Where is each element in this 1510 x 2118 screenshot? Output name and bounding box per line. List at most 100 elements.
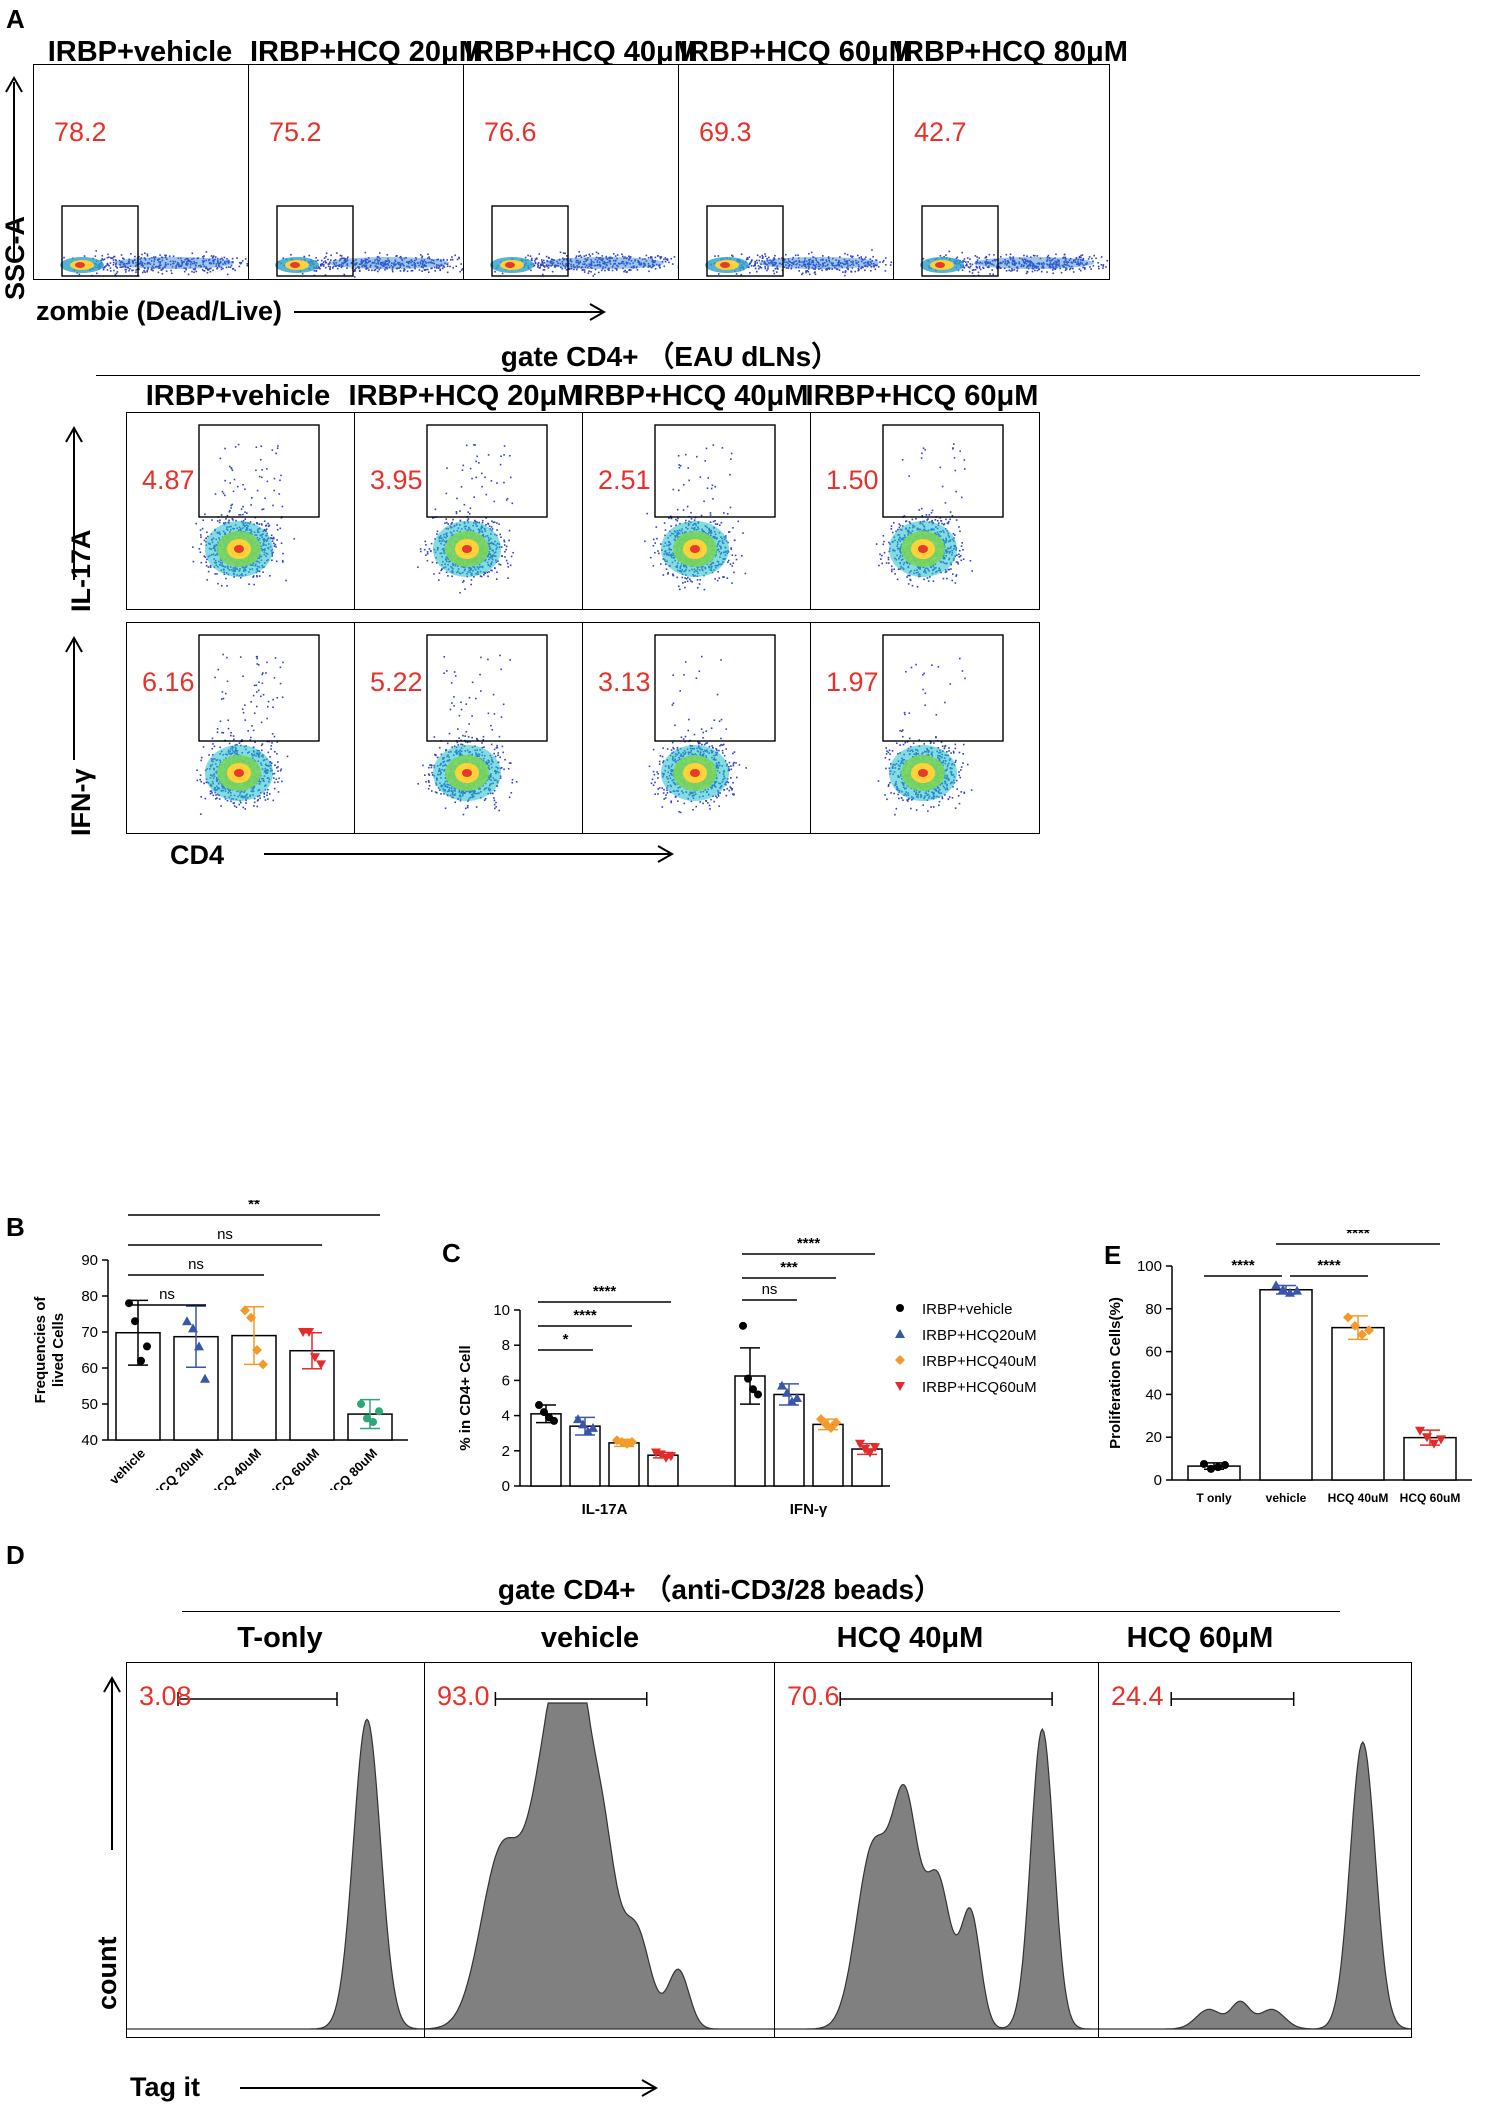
scatter-dots — [877, 657, 973, 816]
data-point — [258, 1359, 268, 1370]
legend-label: IRBP+vehicle — [922, 1301, 1012, 1318]
viability-percent-1: 78.2 — [54, 117, 107, 147]
viability-plot-5: 42.7 — [893, 64, 1110, 280]
y-tick-label: 8 — [502, 1337, 510, 1354]
data-point — [860, 1445, 870, 1455]
data-point — [1200, 1459, 1208, 1468]
scatter-dots — [644, 444, 747, 591]
data-point — [896, 1304, 904, 1312]
y-tick-label: 40 — [81, 1432, 98, 1449]
scatter-dots — [196, 653, 289, 815]
significance-label: ns — [159, 1286, 175, 1303]
data-point — [1429, 1439, 1439, 1449]
y-axis-label: % in CD4+ Cell — [457, 1345, 474, 1450]
y-tick-label: 6 — [502, 1372, 510, 1389]
bar-group — [851, 1439, 883, 1487]
y-tick-label: 0 — [1154, 1472, 1162, 1489]
scatter-dots — [875, 443, 973, 588]
scatter-dots — [275, 251, 464, 278]
chart-b: 40 50 60 70 80 90 Frequencies oflived Cells veh… — [32, 1200, 408, 1490]
panel-letter-c: C — [442, 1238, 461, 1268]
legend-entry: IRBP+vehicle — [896, 1301, 1012, 1318]
count-axis-arrow — [103, 1675, 121, 1850]
histogram-3: 70.6 — [774, 1662, 1100, 2038]
significance-label: * — [563, 1331, 569, 1348]
data-point — [550, 1416, 558, 1425]
viability-title-2: IRBP+HCQ 20μM — [250, 36, 483, 68]
viability-percent-3: 76.6 — [484, 117, 537, 147]
y-tick-label: 0 — [502, 1478, 510, 1495]
scatter-dots — [192, 443, 296, 587]
significance-label: **** — [593, 1283, 617, 1300]
ifng-plot-1: 6.16 — [126, 622, 356, 834]
cd4-title-4: IRBP+HCQ 60μM — [805, 380, 1039, 412]
legend-entry: IRBP+HCQ60uM — [895, 1379, 1037, 1396]
data-point — [656, 1450, 666, 1460]
bar-group — [647, 1448, 679, 1487]
hist-title-2: vehicle — [540, 1622, 640, 1654]
bar-group — [530, 1401, 562, 1487]
viability-title-1: IRBP+vehicle — [47, 36, 233, 68]
cd4-axis-label: CD4 — [170, 840, 225, 870]
bar-group — [115, 1299, 161, 1441]
live-gate — [491, 205, 569, 277]
bar — [647, 1454, 679, 1487]
panel-letter-d: D — [6, 1540, 25, 1570]
il17-percent-1: 4.87 — [142, 465, 195, 495]
il17-axis-arrow — [65, 425, 83, 580]
bar-group — [1331, 1312, 1385, 1481]
il17-plot-1: 4.87 — [126, 412, 356, 610]
data-point — [855, 1439, 865, 1449]
positive-gate — [198, 634, 320, 742]
data-point — [131, 1317, 139, 1326]
data-point — [1357, 1329, 1367, 1340]
data-point — [865, 1448, 875, 1458]
ifng-percent-2: 5.22 — [370, 667, 423, 697]
y-tick-label: 2 — [502, 1443, 510, 1460]
x-tick-label: HCQ 40uM — [207, 1446, 264, 1490]
significance-label: **** — [1317, 1257, 1341, 1274]
data-point — [895, 1329, 905, 1338]
data-point — [240, 1305, 250, 1316]
histogram-curve — [127, 1718, 425, 2030]
y-tick-label: 60 — [81, 1360, 98, 1377]
data-point — [246, 1312, 256, 1323]
data-point — [1422, 1433, 1432, 1443]
data-point — [787, 1396, 797, 1406]
bar-group — [608, 1435, 640, 1487]
significance-label: *** — [780, 1259, 798, 1276]
zombie-axis-label: zombie (Dead/Live) — [36, 296, 283, 326]
viability-percent-5: 42.7 — [914, 117, 967, 147]
data-point — [182, 1316, 192, 1326]
scatter-dots — [417, 654, 518, 816]
data-point — [666, 1452, 676, 1462]
panel-letter-e: E — [1104, 1240, 1122, 1270]
x-tick-label: vehicle — [1266, 1491, 1307, 1505]
viability-plot-1: 78.2 — [33, 64, 250, 280]
ifng-plot-2: 5.22 — [354, 622, 584, 834]
data-point — [375, 1407, 383, 1416]
histogram-percent-3: 70.6 — [787, 1681, 840, 1711]
bar-group — [734, 1321, 766, 1487]
data-point — [540, 1408, 548, 1417]
y-tick-label: 10 — [493, 1302, 510, 1319]
data-point — [310, 1353, 320, 1363]
viability-plot-2: 75.2 — [248, 64, 465, 280]
count-axis-label: count — [92, 1936, 122, 2011]
significance-label: ** — [248, 1200, 260, 1213]
bar — [812, 1423, 844, 1487]
cd4-title-1: IRBP+vehicle — [145, 380, 331, 412]
bar-group — [1259, 1280, 1313, 1481]
x-tick-label: IFN-γ — [790, 1501, 828, 1518]
bar — [1331, 1326, 1385, 1481]
ifng-axis-arrow — [65, 635, 83, 760]
x-tick-label: IL-17A — [582, 1501, 628, 1518]
ssc-axis-arrow — [5, 75, 23, 260]
y-tick-label: 60 — [1145, 1344, 1162, 1361]
scatter-dots — [705, 249, 894, 277]
bar — [569, 1425, 601, 1487]
y-tick-label: 70 — [81, 1324, 98, 1341]
significance-label: **** — [573, 1307, 597, 1324]
x-tick-label: HCQ 60uM — [265, 1446, 322, 1490]
data-point — [252, 1345, 262, 1355]
